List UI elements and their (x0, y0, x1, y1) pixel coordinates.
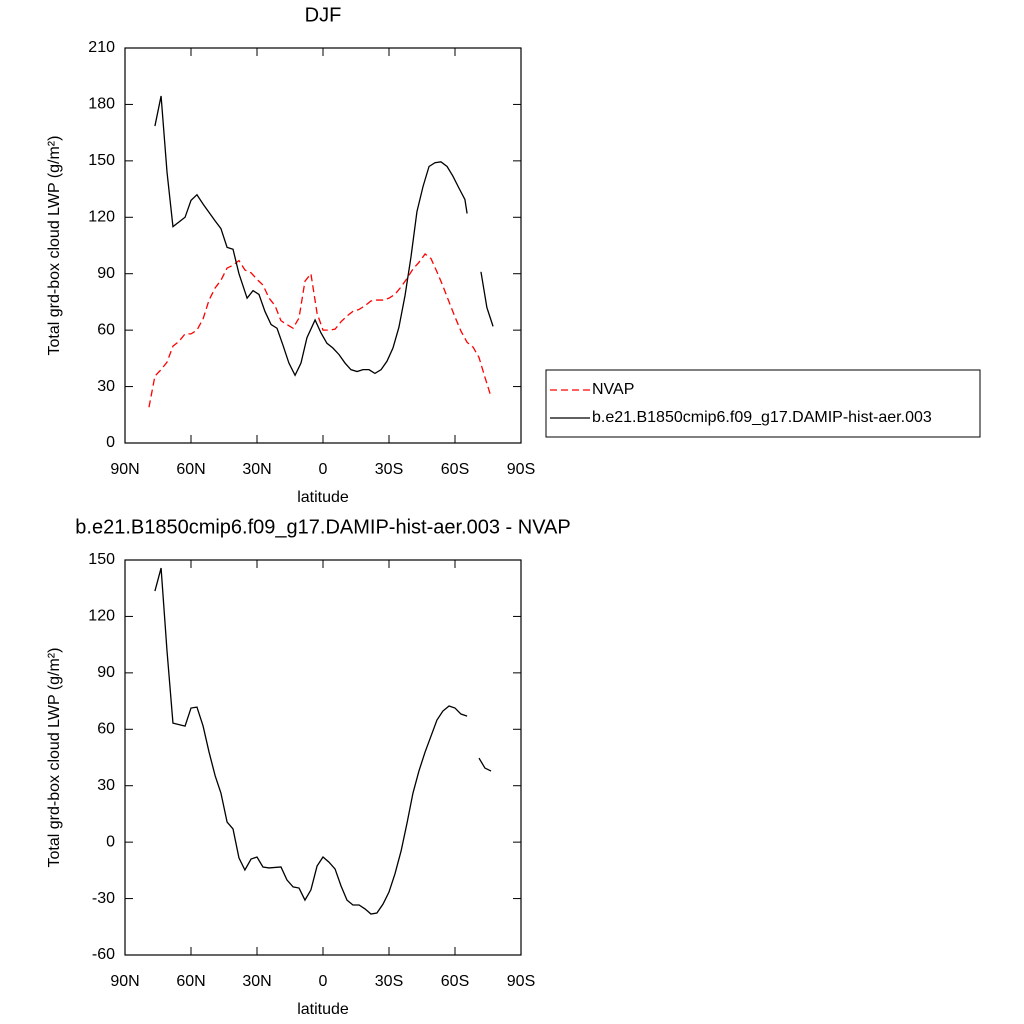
y-tick-label: 150 (88, 152, 115, 169)
y-tick-label: 150 (88, 551, 115, 568)
x-tick-label: 90S (507, 461, 535, 478)
y-tick-label: 210 (88, 39, 115, 56)
y-tick-label: 120 (88, 209, 115, 226)
data-line (148, 253, 492, 408)
y-tick-label: 90 (97, 664, 115, 681)
y-tick-label: 60 (97, 321, 115, 338)
x-tick-label: 90S (507, 973, 535, 990)
y-tick-label: -60 (92, 946, 115, 963)
chart-title: b.e21.B1850cmip6.f09_g17.DAMIP-hist-aer.… (75, 516, 570, 538)
data-line (154, 95, 494, 377)
x-tick-label: 90N (110, 973, 139, 990)
x-axis-label: latitude (297, 489, 349, 506)
x-axis-label: latitude (297, 1001, 349, 1018)
x-tick-label: 60N (176, 461, 205, 478)
legend-label: b.e21.B1850cmip6.f09_g17.DAMIP-hist-aer.… (592, 409, 932, 426)
x-tick-label: 60S (441, 461, 469, 478)
y-tick-label: 0 (106, 833, 115, 850)
y-tick-label: 120 (88, 608, 115, 625)
x-tick-label: 90N (110, 461, 139, 478)
y-axis-label: Total grd-box cloud LWP (g/m²) (46, 136, 63, 356)
x-tick-label: 30N (242, 461, 271, 478)
x-tick-label: 30S (375, 461, 403, 478)
y-tick-label: 30 (97, 378, 115, 395)
legend-label: NVAP (592, 381, 634, 398)
y-tick-label: 30 (97, 777, 115, 794)
x-tick-label: 60N (176, 973, 205, 990)
x-tick-label: 60S (441, 973, 469, 990)
y-tick-label: 0 (106, 434, 115, 451)
y-tick-label: -30 (92, 890, 115, 907)
x-tick-label: 30N (242, 973, 271, 990)
y-axis-label: Total grd-box cloud LWP (g/m²) (46, 648, 63, 868)
y-tick-label: 90 (97, 265, 115, 282)
data-line (154, 567, 492, 915)
chart-title: DJF (305, 4, 342, 26)
legend-box (545, 369, 981, 438)
plot-frame (124, 47, 522, 444)
y-tick-label: 60 (97, 721, 115, 738)
plot-frame (124, 559, 522, 956)
x-tick-label: 30S (375, 973, 403, 990)
x-tick-label: 0 (319, 973, 328, 990)
x-tick-label: 0 (319, 461, 328, 478)
y-tick-label: 180 (88, 96, 115, 113)
